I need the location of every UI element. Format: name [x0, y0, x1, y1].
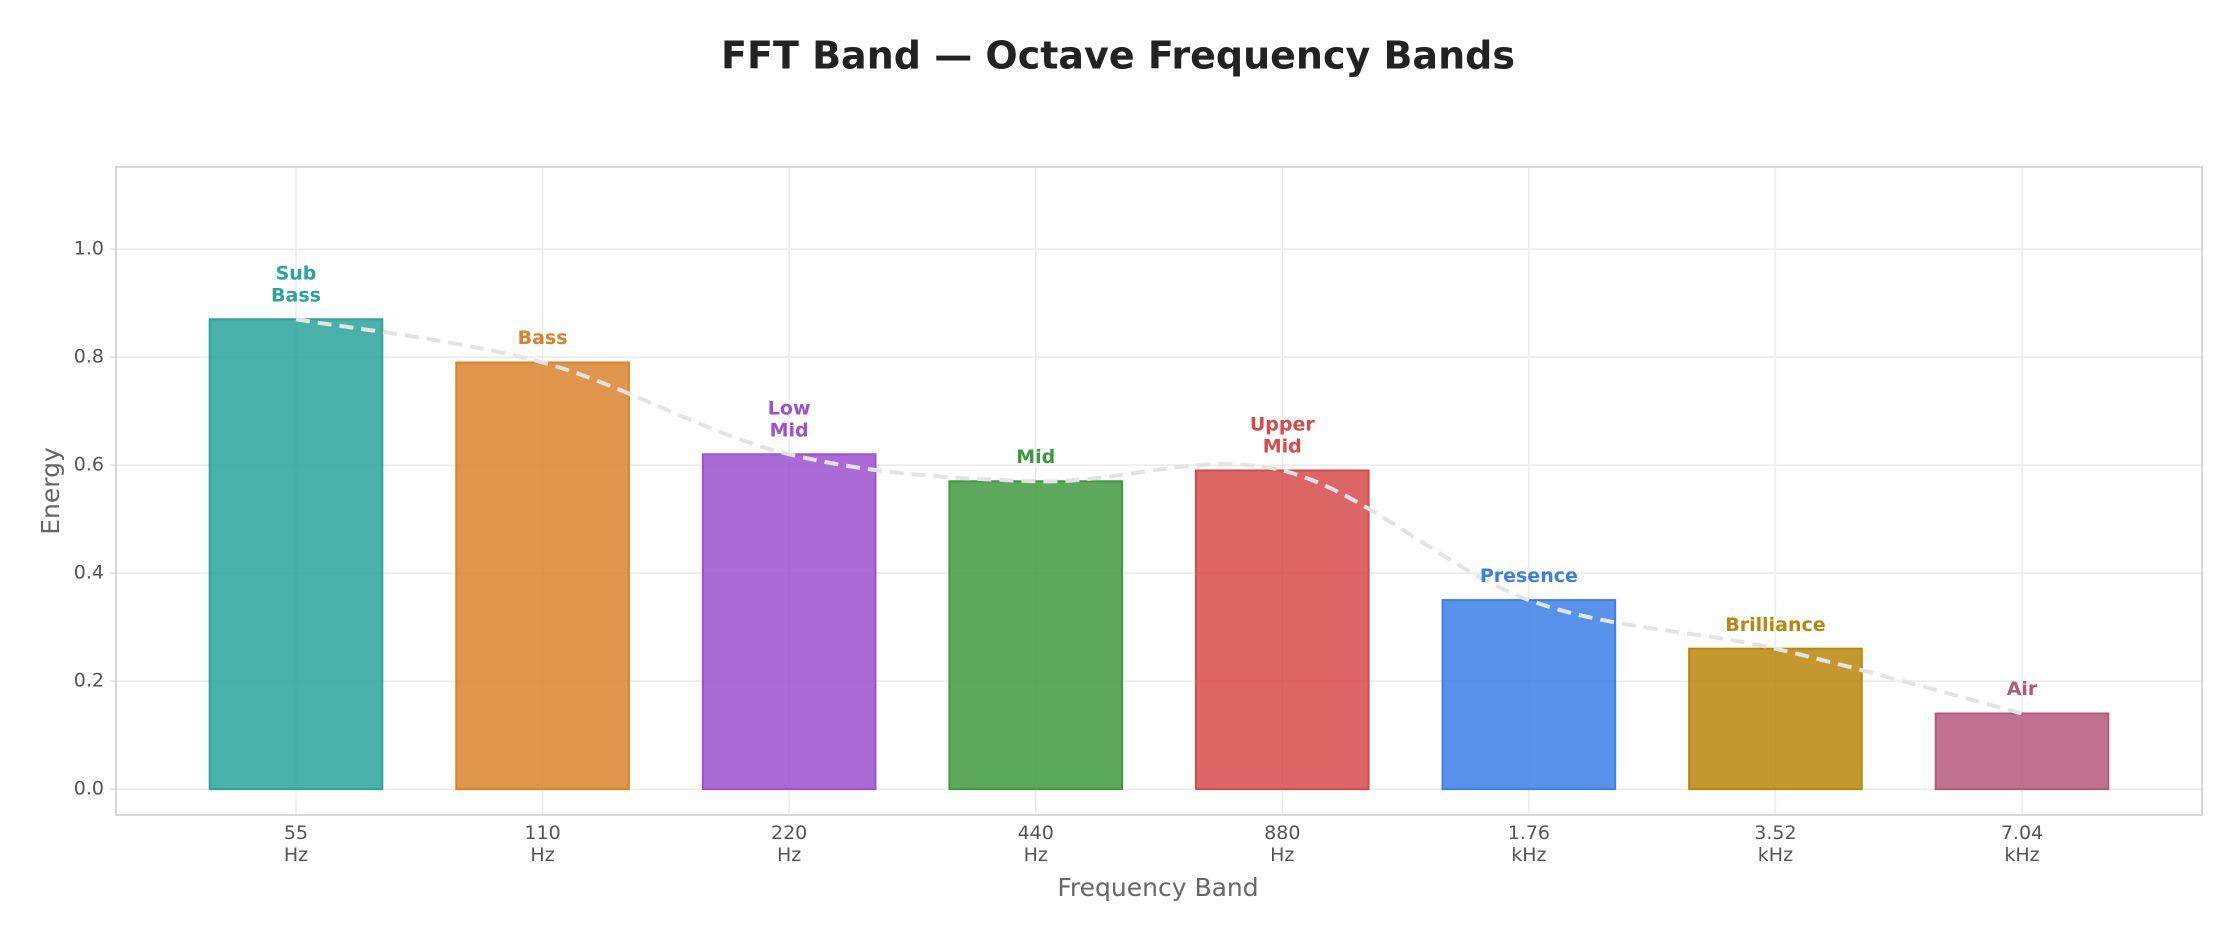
x-tick-label: 3.52 kHz [1754, 822, 1797, 866]
y-tick-label: 0.0 [74, 778, 104, 800]
y-tick-label: 1.0 [74, 238, 104, 260]
bar-label: Mid [1016, 446, 1056, 469]
bar [1194, 469, 1370, 791]
x-axis-label: Frequency Band [1057, 873, 1258, 902]
trend-line [295, 317, 2023, 716]
y-tick-label: 0.6 [74, 454, 104, 476]
bar [701, 453, 877, 791]
bar [1688, 647, 1863, 791]
chart-title: FFT Band — Octave Frequency Bands [721, 34, 1515, 78]
bar-label: Brilliance [1725, 613, 1826, 636]
bar [1934, 712, 2110, 791]
x-tick-label: 440 Hz [1017, 822, 1054, 866]
x-tick-label: 110 Hz [524, 822, 561, 866]
bar [455, 361, 630, 791]
y-tick-label: 0.4 [74, 562, 104, 584]
x-tick-label: 7.04 kHz [2000, 822, 2044, 866]
bar-label: Upper Mid [1249, 413, 1315, 458]
bar [1441, 599, 1617, 791]
bar-label: Air [2006, 678, 2038, 701]
bar [208, 318, 384, 791]
x-tick-label: 1.76 kHz [1507, 822, 1550, 866]
x-tick-label: 55 Hz [283, 822, 309, 866]
y-tick-label: 0.8 [74, 346, 104, 368]
bar [948, 480, 1124, 791]
bar-label: Sub Bass [271, 262, 321, 307]
bar-label: Presence [1479, 565, 1578, 588]
y-axis-label: Energy [36, 447, 65, 535]
x-tick-label: 220 Hz [771, 822, 808, 866]
bar-label: Bass [517, 327, 568, 350]
plot-frame [115, 166, 2203, 816]
bar-label: Low Mid [767, 397, 811, 442]
x-tick-label: 880 Hz [1264, 822, 1301, 866]
y-tick-label: 0.2 [74, 670, 104, 692]
